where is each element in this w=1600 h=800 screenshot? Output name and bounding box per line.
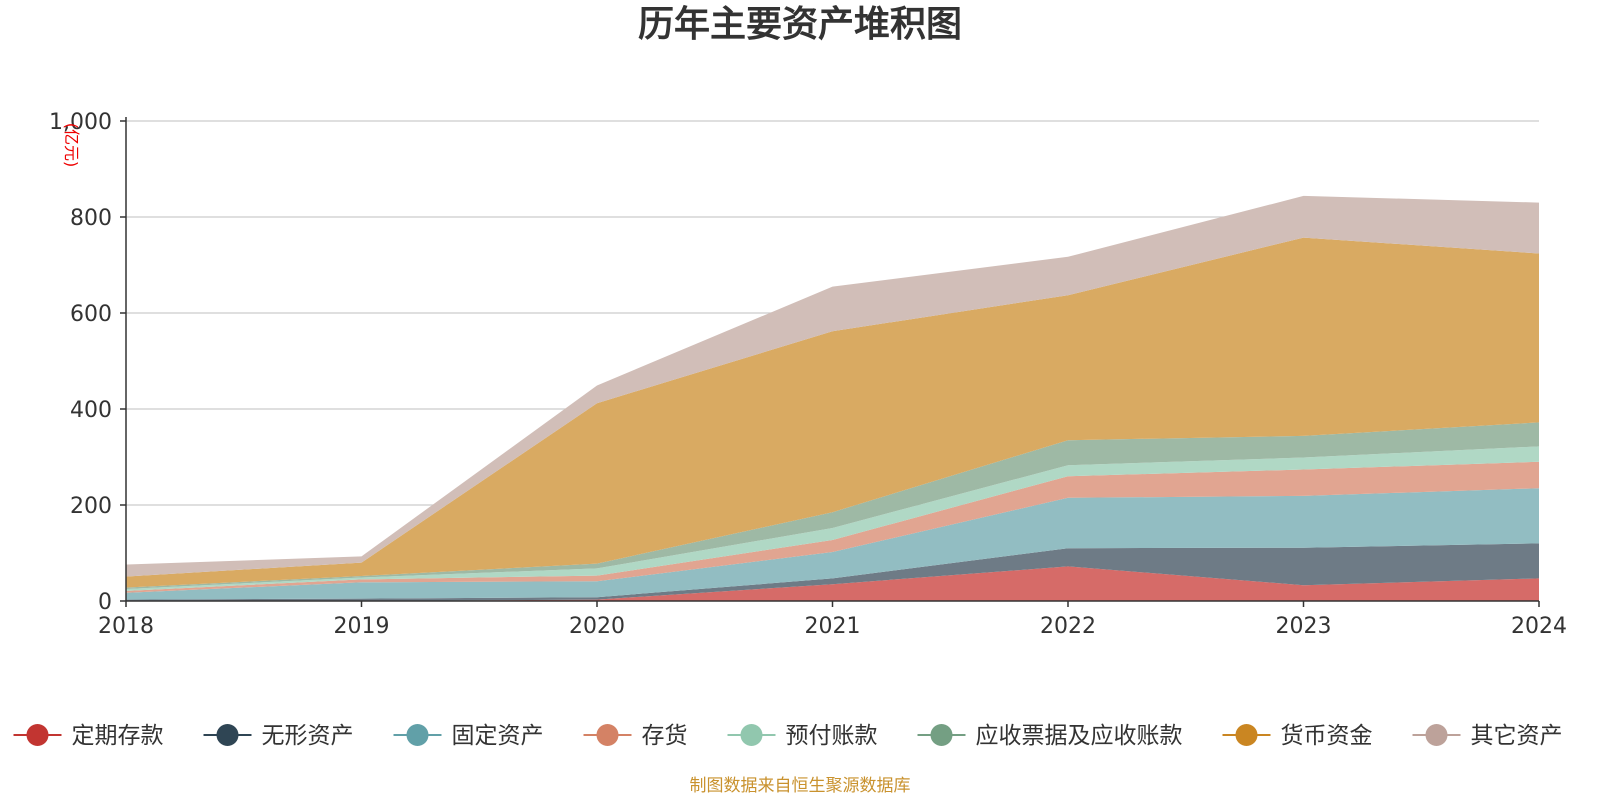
area-series-5 [126,422,1539,589]
legend-item-7[interactable]: 其它资产 [1412,723,1563,749]
y-tick-label: 600 [70,302,112,327]
x-tick-label: 2019 [334,614,390,639]
y-tick-label: 200 [70,494,112,519]
legend-marker [406,724,429,746]
y-tick-label: 0 [98,590,112,615]
area-series-3 [126,461,1539,593]
y-tick-label: 1,000 [49,110,112,135]
legend-item-6[interactable]: 货币资金 [1222,723,1373,749]
legend: 定期存款 无形资产 固定资产 存货 预付账款 应收票据及应收账款 货币资金 其它资产 [13,723,1563,749]
legend-marker [596,724,619,746]
y-tick-label: 800 [70,206,112,231]
area-series-1 [126,543,1539,601]
y-axis-unit-label: (亿元) [62,123,81,168]
legend-item-3[interactable]: 存货 [583,723,688,749]
area-series-7 [126,195,1539,577]
source-note: 制图数据来自恒生聚源数据库 [690,776,911,796]
x-tick-label: 2018 [98,614,154,639]
chart-title: 历年主要资产堆积图 [638,4,962,45]
legend-item-1[interactable]: 无形资产 [203,723,354,749]
area-series-4 [126,446,1539,591]
area-series-0 [126,566,1539,601]
axes: 0 200 400 600 800 1,000 2018 2019 2020 2021 2022 20… [49,110,1567,639]
legend-marker [1425,724,1448,746]
x-tick-label: 2022 [1040,614,1096,639]
legend-marker [26,724,49,746]
legend-item-0[interactable]: 定期存款 [13,723,164,749]
legend-label: 应收票据及应收账款 [976,723,1183,749]
legend-item-4[interactable]: 预付账款 [727,723,878,749]
legend-label: 其它资产 [1471,723,1563,749]
x-tick-label: 2023 [1276,614,1332,639]
area-series-6 [126,237,1539,588]
legend-item-5[interactable]: 应收票据及应收账款 [917,723,1183,749]
legend-label: 无形资产 [262,723,354,749]
area-series [126,195,1539,601]
legend-label: 固定资产 [452,723,544,749]
legend-marker [1235,724,1258,746]
y-tick-label: 400 [70,398,112,423]
x-tick-label: 2021 [805,614,861,639]
legend-marker [930,724,953,746]
legend-item-2[interactable]: 固定资产 [393,723,544,749]
x-tick-label: 2024 [1511,614,1567,639]
legend-label: 货币资金 [1281,723,1373,749]
legend-marker [216,724,239,746]
legend-label: 预付账款 [786,723,878,749]
legend-label: 定期存款 [72,723,164,749]
area-series-2 [126,488,1539,600]
legend-marker [740,724,763,746]
x-tick-label: 2020 [569,614,625,639]
legend-label: 存货 [642,723,688,749]
